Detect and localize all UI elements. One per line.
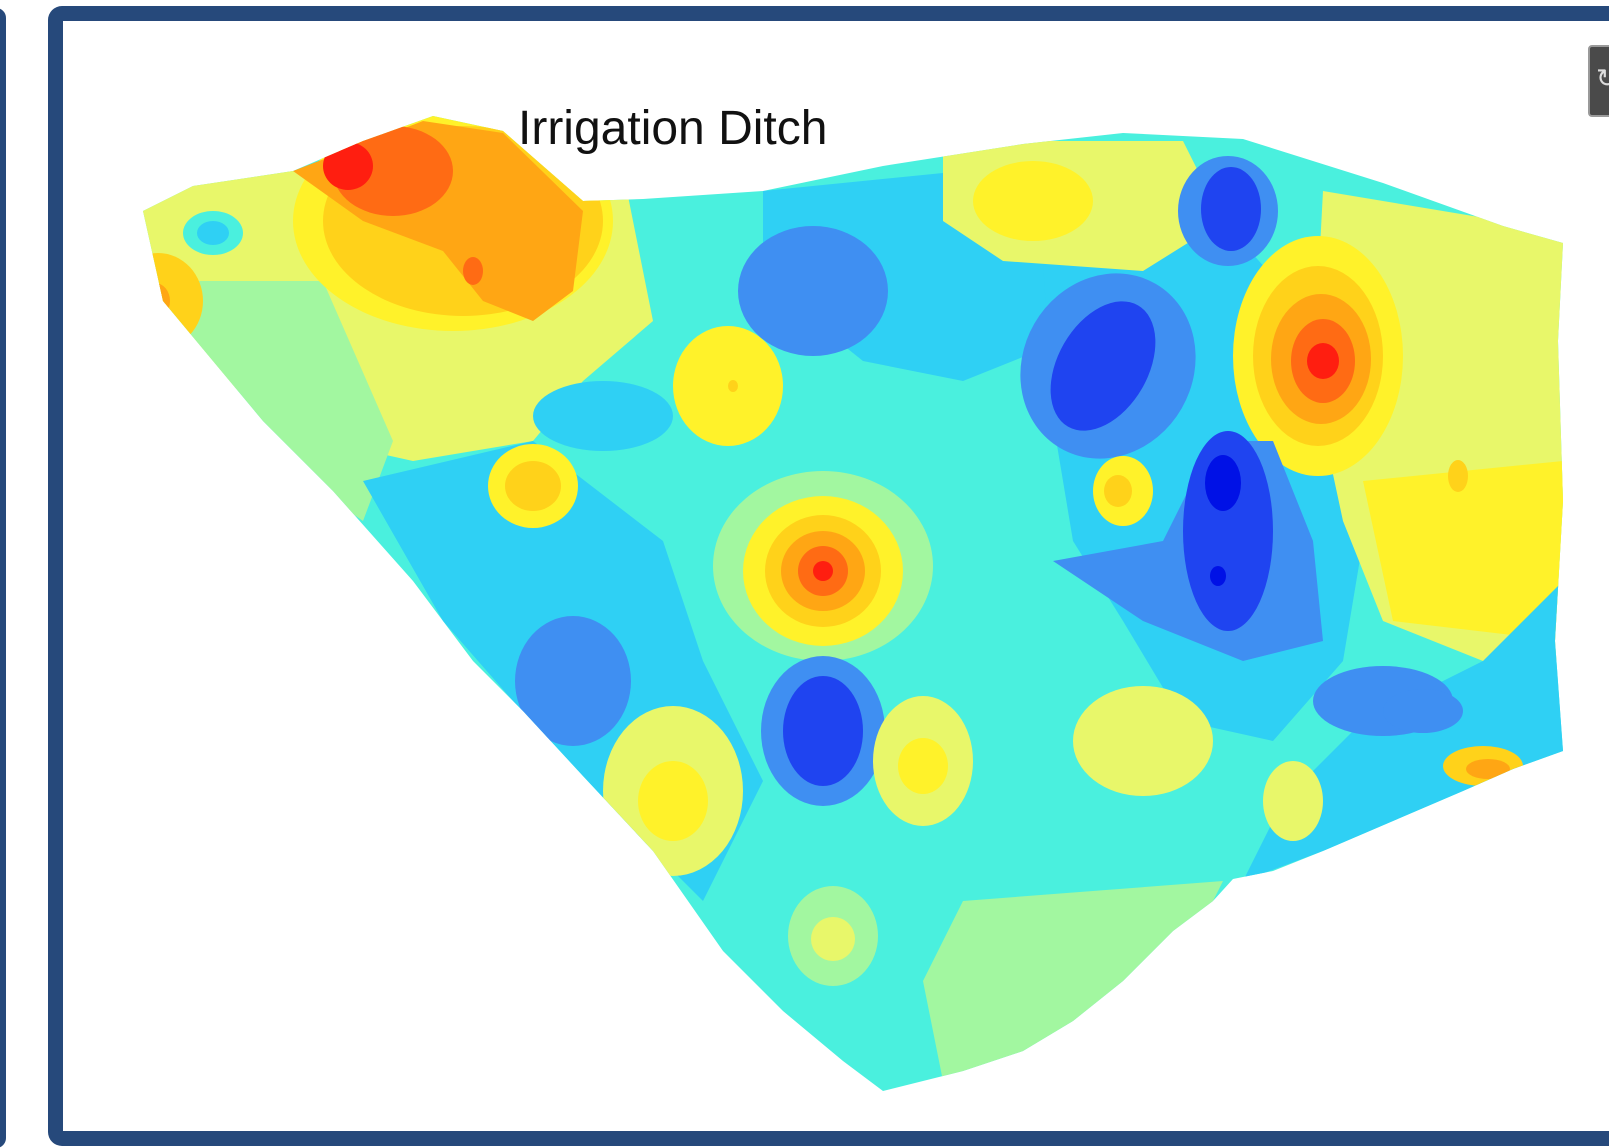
hotspot-west-ring [143, 253, 203, 349]
hotspot-center-peak [813, 561, 833, 581]
warm-south-c [811, 917, 855, 961]
hotspot-nw-minor [463, 257, 483, 285]
low-southwest [515, 616, 631, 746]
contour-map [143, 116, 1563, 1091]
low-east-a [1050, 301, 1156, 431]
warm-spot-b-core [728, 380, 738, 392]
cool-west-spot [197, 221, 229, 245]
warm-east-spot [1104, 475, 1132, 507]
low-south-center [783, 676, 863, 786]
low-center-west [533, 381, 673, 451]
hotspot-nw-peak [323, 142, 373, 190]
low-east-b-core-2 [1210, 566, 1226, 586]
warm-east-small [1448, 460, 1468, 492]
corner-thumbnail-button[interactable]: ↻ [1588, 45, 1609, 117]
warm-southeast-b [1263, 761, 1323, 841]
zone-east-yellow [1363, 461, 1563, 641]
warm-southeast-ring [1073, 686, 1213, 796]
low-north-center [738, 226, 888, 356]
warm-north-patch [973, 161, 1093, 241]
warm-spot-a [505, 461, 561, 511]
map-frame: Irrigation Ditch ↻ [48, 6, 1609, 1146]
warm-south-b [898, 738, 948, 794]
low-east-b-core [1205, 455, 1241, 511]
warm-south-a [638, 761, 708, 841]
hotspot-east-peak [1307, 343, 1339, 379]
map-label: Irrigation Ditch [518, 102, 828, 155]
low-southeast-tail [1383, 689, 1463, 733]
warm-edge-peak [1466, 759, 1510, 779]
refresh-icon: ↻ [1596, 65, 1609, 91]
hotspot-west-peak [143, 283, 170, 319]
zone-south [923, 881, 1223, 1081]
left-panel-edge [0, 8, 6, 1148]
low-north-east [1201, 167, 1261, 251]
